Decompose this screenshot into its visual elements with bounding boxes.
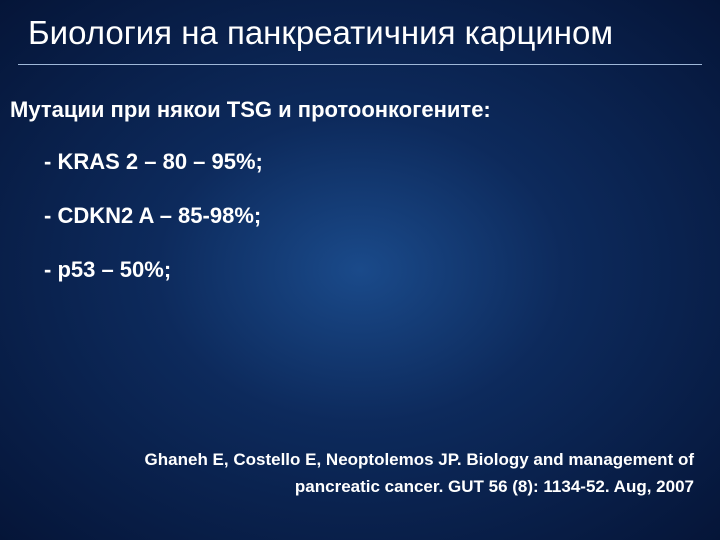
slide-content: Мутации при някои TSG и протоонкогените:… (0, 65, 720, 283)
subheading: Мутации при някои TSG и протоонкогените: (10, 97, 710, 123)
bullet-item: - CDKN2 A – 85-98%; (44, 203, 710, 229)
title-wrap: Биология на панкреатичния карцином (0, 0, 720, 64)
bullet-item: - p53 – 50%; (44, 257, 710, 283)
slide-title: Биология на панкреатичния карцином (28, 14, 692, 64)
slide: Биология на панкреатичния карцином Мутац… (0, 0, 720, 540)
citation-line: pancreatic cancer. GUT 56 (8): 1134-52. … (295, 477, 694, 496)
citation-line: Ghaneh E, Costello E, Neoptolemos JP. Bi… (145, 450, 694, 469)
bullet-item: - KRAS 2 – 80 – 95%; (44, 149, 710, 175)
bullet-list: - KRAS 2 – 80 – 95%; - CDKN2 A – 85-98%;… (10, 149, 710, 283)
citation: Ghaneh E, Costello E, Neoptolemos JP. Bi… (110, 447, 694, 500)
